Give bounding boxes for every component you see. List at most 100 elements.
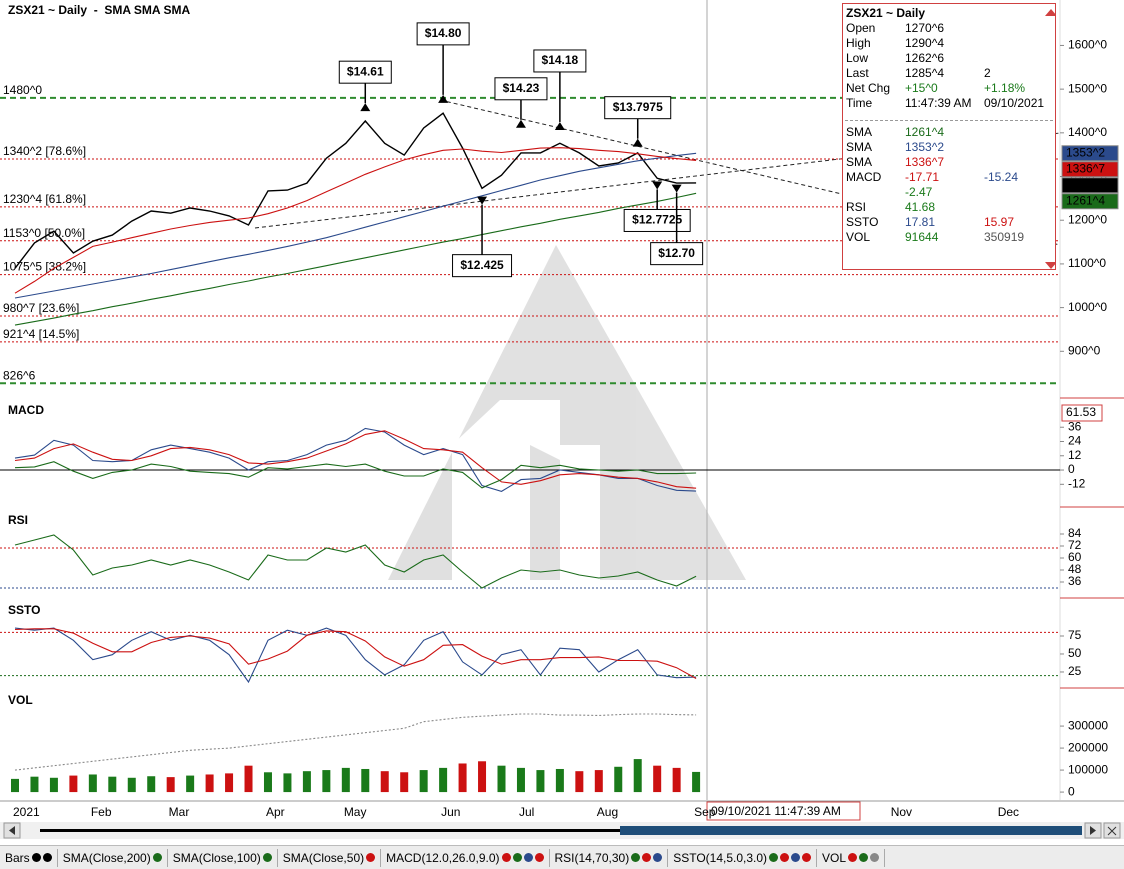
color-dot	[152, 853, 162, 862]
annotation-label: $14.23	[503, 81, 540, 95]
cursor-value-box	[1061, 404, 1103, 422]
toolbar-item[interactable]: Bars	[0, 848, 58, 867]
watermark-cutout	[452, 400, 600, 580]
annotation-box	[650, 242, 704, 266]
volume-bar	[244, 765, 253, 793]
info-value: -2.47	[905, 185, 933, 199]
price-tag	[1061, 177, 1119, 194]
cursor-value: 61.53	[1066, 405, 1096, 419]
volume-bar	[186, 775, 195, 793]
x-tick-label: May	[344, 805, 367, 819]
indicator-line	[14, 147, 697, 294]
info-label: Last	[846, 66, 869, 80]
color-dot	[802, 853, 812, 862]
y-tick-label: 12	[1068, 448, 1082, 462]
toolbar-item[interactable]: SMA(Close,100)	[168, 848, 278, 867]
color-dot	[523, 853, 533, 862]
info-value: 17.81	[905, 215, 936, 229]
toolbar-item[interactable]: SMA(Close,50)	[278, 848, 382, 867]
volume-bar	[478, 761, 487, 793]
volume-bar	[69, 775, 78, 793]
pane-title: SSTO	[8, 603, 40, 617]
y-tick-label: 0	[1068, 462, 1075, 476]
volume-bar	[225, 773, 234, 793]
volume-bar	[692, 771, 701, 793]
toolbar-item[interactable]: RSI(14,70,30)	[550, 848, 669, 867]
color-dot	[31, 853, 41, 862]
volume-bar	[302, 771, 311, 793]
y-tick-label: 25	[1068, 664, 1082, 678]
indicator-line	[14, 628, 697, 679]
arrow-head	[515, 119, 526, 128]
info-row: Time 11:47:39 AM 09/10/2021	[846, 96, 1054, 111]
info-label: Time	[846, 96, 873, 110]
info-row: Low 1262^6	[846, 51, 1054, 66]
x-tick-label: Aug	[597, 805, 618, 819]
info-value: 1285^4	[905, 66, 944, 80]
volume-bar	[400, 772, 409, 793]
toolbar-item[interactable]: SSTO(14,5.0,3.0)	[668, 848, 818, 867]
toolbar-item[interactable]: VOL	[817, 848, 886, 867]
price-tag-label: 1336^7	[1066, 161, 1105, 175]
pane: ZSX21 ~ Daily - SMA SMA SMA 1600^0 1500^0 1…	[0, 3, 1119, 385]
volume-bar	[536, 770, 545, 793]
arrow-head	[438, 94, 449, 103]
toolbar-label: SMA(Close,100)	[172, 850, 261, 865]
volume-bar	[108, 776, 117, 793]
info-value: 350919	[984, 230, 1025, 244]
annotation-box	[494, 77, 548, 101]
price-line	[14, 112, 697, 269]
y-tick-label: 200000	[1068, 740, 1108, 754]
pane-title: RSI	[8, 513, 28, 527]
info-label: SSTO	[846, 215, 879, 229]
y-tick-label: 1400^0	[1068, 125, 1107, 139]
x-tick-label: Sep	[694, 805, 716, 819]
arrow-head	[360, 103, 371, 112]
x-tick-label: 2021	[13, 805, 40, 819]
info-row: SMA 1336^7	[846, 155, 1054, 170]
volume-bar	[127, 777, 136, 793]
color-dot	[631, 853, 641, 862]
info-value: 09/10/2021	[984, 96, 1045, 110]
info-value: 1336^7	[905, 155, 944, 169]
volume-bar	[633, 759, 642, 793]
toolbar-item[interactable]: MACD(12.0,26.0,9.0)	[381, 848, 550, 867]
level-label: 1340^2 [78.6%]	[3, 144, 86, 158]
y-tick-label: 1200^0	[1068, 212, 1107, 226]
info-row: VOL 91644 350919	[846, 230, 1054, 245]
x-tick-label: Dec	[998, 805, 1019, 819]
toolbar-label: RSI(14,70,30)	[554, 850, 630, 865]
info-row: SSTO 17.81 15.97	[846, 215, 1054, 230]
level-label: 1480^0	[3, 83, 42, 97]
volume-bar	[88, 774, 97, 793]
toolbar-label: SMA(Close,200)	[62, 850, 151, 865]
y-tick-label: 300000	[1068, 718, 1108, 732]
level-label: 1153^0 [50.0%]	[3, 226, 85, 240]
level-label: 1075^5 [38.2%]	[3, 260, 86, 274]
arrow-head	[652, 181, 663, 190]
color-dot	[769, 853, 779, 862]
x-tick-label: Nov	[891, 805, 912, 819]
x-tick-label: Apr	[266, 805, 285, 819]
pane-title: MACD	[8, 403, 44, 417]
info-panel: ZSX21 ~ Daily Open 1270^6 High 1290^4 Low 126…	[842, 3, 1056, 270]
scrollbar[interactable]	[0, 822, 1124, 839]
color-dot	[42, 853, 52, 862]
scroll-thumb[interactable]	[620, 826, 1082, 835]
info-value: -17.71	[905, 170, 940, 184]
annotation-label: $14.18	[542, 53, 579, 67]
toolbar-item[interactable]: SMA(Close,200)	[58, 848, 168, 867]
pane: SSTO 75 50 25	[0, 603, 1082, 684]
y-tick-label: 1500^0	[1068, 81, 1107, 95]
toolbar-label: SSTO(14,5.0,3.0)	[673, 850, 768, 865]
y-tick-label: 100000	[1068, 762, 1108, 776]
annotation-box	[452, 254, 513, 278]
volume-bar	[439, 767, 448, 793]
arrow-head	[554, 121, 565, 130]
scroll-range	[40, 829, 620, 832]
volume-bar	[30, 776, 39, 793]
color-dot	[780, 853, 790, 862]
indicator-line	[14, 152, 697, 299]
info-value: 15.97	[984, 215, 1015, 229]
